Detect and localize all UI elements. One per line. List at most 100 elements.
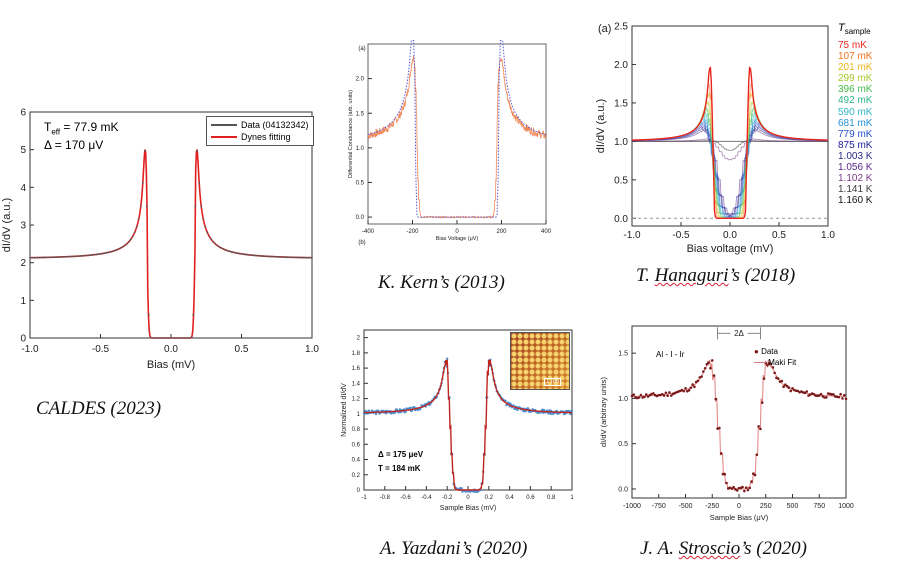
data-point xyxy=(164,337,166,339)
x-tick-label: -200 xyxy=(406,229,419,235)
data-point xyxy=(125,242,128,245)
data-point xyxy=(842,393,846,397)
y-tick-label: 1 xyxy=(20,296,26,307)
data-point xyxy=(250,254,253,257)
legend-entry-temperature: 1.003 K xyxy=(838,150,873,162)
data-point xyxy=(696,379,700,383)
x-tick-label: 750 xyxy=(813,503,825,510)
x-tick-label: 1.0 xyxy=(821,230,835,241)
y-tick-label: 1.5 xyxy=(618,351,628,358)
x-tick-label: 1 xyxy=(570,495,574,501)
data-point xyxy=(37,256,39,259)
stroscio-caption: J. A. Stroscio’s (2020) xyxy=(640,538,807,559)
x-tick-label: 0.0 xyxy=(164,344,178,355)
dynes-fit-line xyxy=(29,149,313,339)
kern-chart: -400 -200 0 200 400 0.0 0.5 1.0 1.5 2.0 Bias Volta… xyxy=(340,30,560,250)
data-point xyxy=(290,256,293,259)
y-tick-label: 0 xyxy=(357,488,361,494)
data-point xyxy=(149,336,152,339)
data-point xyxy=(832,393,835,396)
data-point xyxy=(292,256,295,259)
data-point xyxy=(174,337,176,339)
y-tick-label: 1.0 xyxy=(618,396,628,403)
legend-entry-temperature: 396 mK xyxy=(838,84,873,96)
data-point xyxy=(188,337,191,339)
data-point xyxy=(753,473,757,477)
data-point xyxy=(274,255,277,258)
y-tick-label: 0.4 xyxy=(352,458,361,464)
data-point xyxy=(41,256,43,259)
caldes-gap-annotation: Δ = 170 μV xyxy=(44,138,104,152)
data-point xyxy=(228,250,231,253)
stroscio-plot: -1000 -750 -500 -250 0 250 500 750 1000 0.0 0.5 1.0… xyxy=(599,325,854,522)
fit-line xyxy=(363,359,573,491)
x-tick-label: 1000 xyxy=(838,503,854,510)
data-point xyxy=(632,393,636,396)
data-point xyxy=(691,383,694,386)
data-point xyxy=(757,425,760,428)
data-point xyxy=(264,255,267,258)
data-point xyxy=(45,256,48,259)
kern-caption: K. Kern’s (2013) xyxy=(378,272,505,293)
data-point xyxy=(646,395,650,398)
data-point xyxy=(837,395,841,399)
hanaguri-legend-title: Tsample xyxy=(838,22,871,37)
data-point xyxy=(385,412,388,415)
x-axis-label: Bias (mV) xyxy=(147,359,195,371)
data-point xyxy=(714,397,718,401)
data-point xyxy=(762,377,766,380)
data-point xyxy=(141,182,144,184)
data-point xyxy=(33,256,35,259)
data-point xyxy=(256,254,259,257)
data-point xyxy=(260,255,263,257)
data-point xyxy=(196,150,199,153)
data-point xyxy=(55,256,58,259)
data-point xyxy=(718,426,721,430)
data-point xyxy=(303,256,305,259)
data-point xyxy=(705,362,709,366)
data-point xyxy=(825,396,828,399)
temperature-curve xyxy=(632,140,828,151)
y-tick-label: 2 xyxy=(20,258,26,269)
y-tick-label: 1.5 xyxy=(356,111,365,117)
data-point xyxy=(652,392,655,395)
y-tick-label: 0.0 xyxy=(618,486,628,493)
data-point xyxy=(123,244,126,247)
data-point xyxy=(305,256,307,259)
data-point xyxy=(516,408,519,411)
y-axis-label: dI/dV (a.u.) xyxy=(1,198,13,252)
data-point xyxy=(669,394,673,397)
temperature-curve xyxy=(632,138,828,161)
data-point xyxy=(524,410,527,413)
data-point xyxy=(238,252,241,255)
x-tick-label: -500 xyxy=(678,503,692,510)
legend-entry-maki-fit: Maki Fit xyxy=(754,357,796,368)
x-tick-label: -1000 xyxy=(623,503,641,510)
data-point xyxy=(192,313,195,316)
data-point xyxy=(133,231,136,234)
x-tick-label: -1 xyxy=(361,495,367,501)
yazdani-plot: -1 -0.8 -0.6 -0.4 -0.2 0 0.2 0.4 0.6 0.8 1 0 0.2 0.4 0… xyxy=(341,329,574,512)
data-point xyxy=(276,255,279,258)
data-point xyxy=(65,255,68,258)
data-point xyxy=(95,253,98,256)
data-point xyxy=(744,486,748,489)
x-tick-label: 0.6 xyxy=(526,495,535,501)
x-tick-label: 0 xyxy=(455,229,459,235)
stroscio-legend: ● Data Maki Fit xyxy=(754,346,796,368)
data-point xyxy=(53,256,56,259)
data-point xyxy=(216,244,219,247)
data-point xyxy=(748,486,751,490)
temperature-curve xyxy=(631,120,829,219)
data-point xyxy=(668,391,671,394)
data-point xyxy=(39,256,41,259)
data-point xyxy=(208,235,211,238)
data-point xyxy=(184,337,187,339)
y-tick-label: 0.2 xyxy=(352,473,361,479)
x-tick-label: -1.0 xyxy=(21,344,39,355)
data-point xyxy=(682,389,686,393)
data-point xyxy=(61,256,64,258)
x-tick-label: -0.6 xyxy=(400,495,411,501)
data-point xyxy=(143,150,146,153)
data-point xyxy=(570,409,574,413)
